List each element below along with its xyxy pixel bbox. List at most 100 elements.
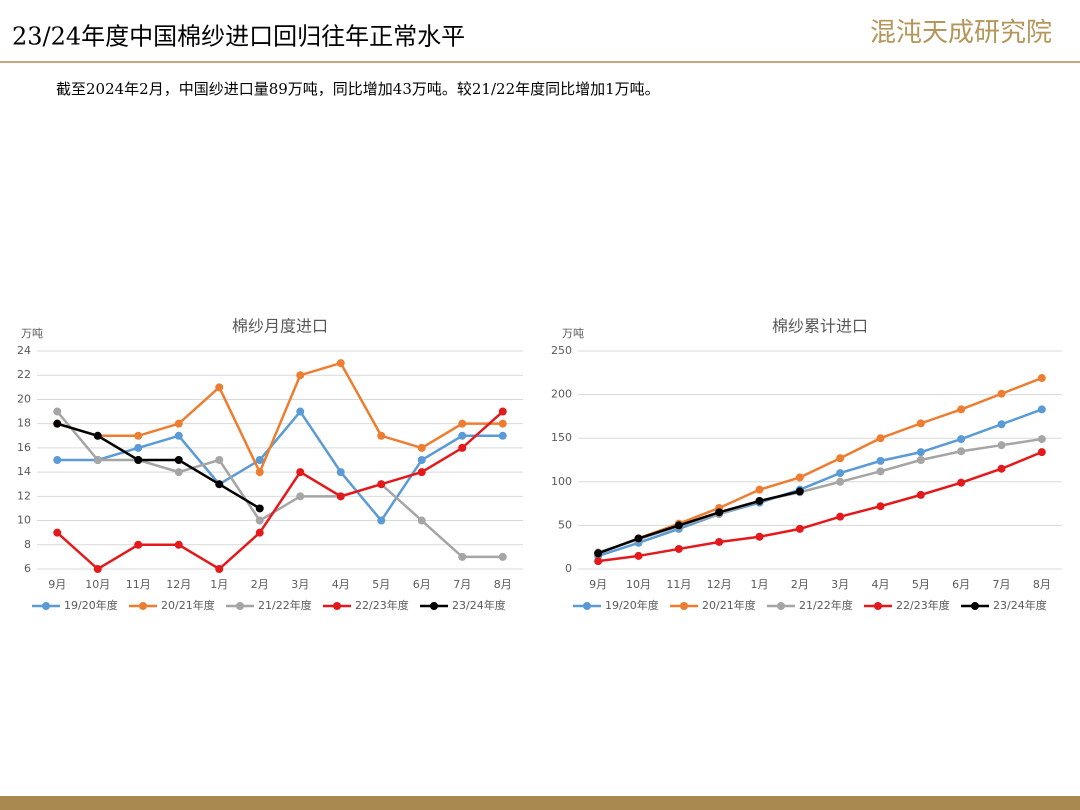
data-point	[215, 565, 224, 573]
y-tick-label: 18	[17, 417, 31, 430]
y-unit: 万吨	[21, 327, 43, 340]
data-point	[336, 359, 345, 368]
data-point	[458, 431, 467, 440]
x-tick-label: 2月	[251, 578, 269, 591]
x-tick-label: 2月	[791, 578, 809, 591]
x-tick-label: 12月	[707, 578, 732, 591]
data-point	[134, 456, 143, 464]
data-point	[916, 448, 925, 457]
data-point	[215, 383, 224, 392]
data-point	[498, 552, 507, 561]
x-tick-label: 12月	[166, 578, 191, 591]
legend-marker	[42, 602, 50, 610]
data-point	[255, 468, 264, 477]
series-line	[598, 450, 1043, 563]
data-point	[458, 443, 467, 452]
data-point	[53, 419, 62, 428]
logo: 混沌天成研究院	[870, 18, 1052, 48]
data-point	[458, 552, 467, 561]
series-line	[597, 437, 1043, 554]
data-point	[1037, 405, 1046, 414]
legend-marker	[430, 602, 438, 610]
legend-label: 23/24年度	[452, 598, 506, 612]
legend-marker	[236, 602, 244, 610]
y-tick-label: 22	[17, 368, 31, 381]
data-point	[755, 496, 764, 505]
x-tick-label: 1月	[210, 578, 228, 591]
series-line	[56, 410, 503, 559]
data-point	[1037, 448, 1046, 457]
y-tick-label: 250	[551, 344, 572, 357]
y-tick-label: 24	[17, 344, 31, 357]
data-point	[174, 456, 183, 464]
x-tick-label: 10月	[85, 578, 110, 591]
data-point	[296, 371, 305, 380]
data-point	[997, 420, 1006, 429]
subtitle: 截至2024年2月，中国纱进口量89万吨，同比增加43万吨。较21/22年度同比…	[56, 80, 660, 98]
y-tick-label: 150	[551, 431, 572, 444]
data-point	[417, 468, 426, 477]
legend-label: 20/21年度	[702, 598, 756, 612]
data-point	[174, 540, 183, 549]
data-point	[876, 434, 885, 443]
data-point	[957, 478, 966, 487]
chart-title: 棉纱累计进口	[772, 317, 868, 336]
data-point	[634, 551, 643, 560]
data-point	[336, 468, 345, 477]
data-point	[957, 447, 966, 456]
series-line	[57, 409, 503, 523]
data-point	[916, 419, 925, 428]
chart-title: 棉纱月度进口	[232, 317, 328, 336]
x-tick-label: 4月	[872, 578, 890, 591]
data-point	[997, 389, 1006, 398]
data-point	[377, 480, 386, 489]
data-point	[957, 405, 966, 414]
legend-marker	[680, 602, 688, 610]
y-tick-label: 100	[551, 475, 572, 488]
data-point	[417, 456, 426, 464]
legend-marker	[874, 602, 882, 610]
data-point	[336, 492, 345, 501]
data-point	[997, 464, 1006, 473]
y-tick-label: 16	[17, 441, 31, 454]
x-tick-label: 7月	[993, 578, 1011, 591]
x-tick-label: 6月	[952, 578, 970, 591]
x-tick-label: 1月	[751, 578, 769, 591]
data-point	[377, 516, 386, 525]
series-line	[56, 422, 261, 510]
data-point	[296, 492, 305, 501]
data-point	[876, 456, 885, 465]
legend-label: 23/24年度	[993, 598, 1047, 612]
data-point	[634, 534, 643, 543]
data-point	[93, 456, 102, 464]
data-point	[795, 524, 804, 533]
x-tick-label: 9月	[48, 578, 66, 591]
series-line	[597, 376, 1043, 555]
legend-marker	[583, 602, 591, 610]
data-point	[674, 521, 683, 530]
legend-label: 22/23年度	[355, 598, 409, 612]
x-tick-label: 4月	[332, 578, 350, 591]
data-point	[174, 419, 183, 428]
legend-label: 19/20年度	[64, 598, 118, 612]
data-point	[296, 468, 305, 477]
data-point	[255, 504, 264, 513]
y-tick-label: 10	[17, 514, 31, 527]
data-point	[795, 473, 804, 482]
data-point	[836, 477, 845, 486]
legend-label: 21/22年度	[258, 598, 312, 612]
data-point	[755, 485, 764, 494]
series-line	[56, 361, 503, 476]
data-point	[876, 502, 885, 511]
legend-marker	[333, 602, 341, 610]
data-point	[255, 528, 264, 537]
data-point	[458, 419, 467, 428]
y-unit: 万吨	[562, 327, 584, 340]
legend-marker	[777, 602, 785, 610]
data-point	[215, 480, 224, 489]
data-point	[134, 431, 143, 440]
data-point	[836, 454, 845, 463]
legend-label: 22/23年度	[896, 598, 950, 612]
data-point	[53, 407, 62, 416]
data-point	[795, 487, 804, 496]
